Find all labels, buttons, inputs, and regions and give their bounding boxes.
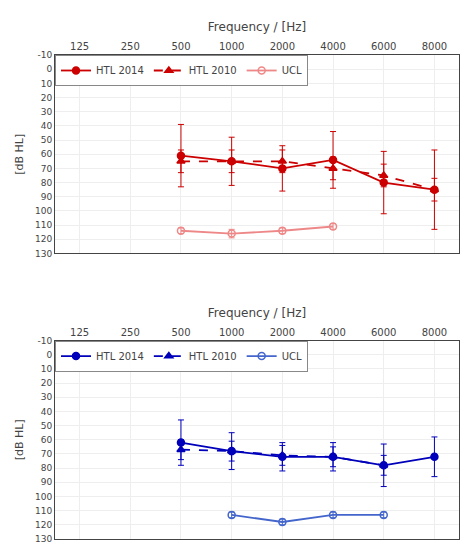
svg-text:UCL: UCL xyxy=(282,65,302,76)
svg-text:40: 40 xyxy=(41,121,53,131)
svg-text:6000: 6000 xyxy=(371,327,396,338)
svg-text:6000: 6000 xyxy=(371,41,396,52)
svg-text:10: 10 xyxy=(41,364,53,374)
svg-text:90: 90 xyxy=(41,192,53,202)
svg-text:0: 0 xyxy=(46,350,52,360)
svg-text:500: 500 xyxy=(171,41,190,52)
svg-text:80: 80 xyxy=(41,463,53,473)
svg-text:10: 10 xyxy=(41,79,53,89)
svg-text:50: 50 xyxy=(41,135,53,145)
svg-text:Frequency / [Hz]: Frequency / [Hz] xyxy=(208,306,306,320)
svg-text:100: 100 xyxy=(35,206,52,216)
svg-text:8000: 8000 xyxy=(422,327,447,338)
svg-text:1000: 1000 xyxy=(219,41,244,52)
svg-text:HTL 2010: HTL 2010 xyxy=(189,65,237,76)
svg-text:20: 20 xyxy=(41,378,53,388)
svg-text:250: 250 xyxy=(121,41,140,52)
svg-text:30: 30 xyxy=(41,107,53,117)
svg-text:110: 110 xyxy=(35,220,52,230)
svg-text:100: 100 xyxy=(35,492,52,502)
svg-text:70: 70 xyxy=(41,164,53,174)
svg-text:-10: -10 xyxy=(37,336,52,346)
svg-text:60: 60 xyxy=(41,435,53,445)
svg-text:2000: 2000 xyxy=(270,41,295,52)
svg-text:130: 130 xyxy=(35,249,52,259)
svg-text:[dB HL]: [dB HL] xyxy=(13,419,26,460)
svg-text:60: 60 xyxy=(41,149,53,159)
svg-text:125: 125 xyxy=(70,41,89,52)
svg-text:Frequency / [Hz]: Frequency / [Hz] xyxy=(208,20,306,34)
svg-text:500: 500 xyxy=(171,327,190,338)
svg-text:250: 250 xyxy=(121,327,140,338)
svg-text:8000: 8000 xyxy=(422,41,447,52)
svg-text:1000: 1000 xyxy=(219,327,244,338)
svg-text:110: 110 xyxy=(35,506,52,516)
svg-text:120: 120 xyxy=(35,520,52,530)
svg-text:HTL 2010: HTL 2010 xyxy=(189,351,237,362)
svg-text:4000: 4000 xyxy=(320,41,345,52)
svg-text:40: 40 xyxy=(41,407,53,417)
svg-text:UCL: UCL xyxy=(282,351,302,362)
svg-text:2000: 2000 xyxy=(270,327,295,338)
svg-text:HTL 2014: HTL 2014 xyxy=(96,65,144,76)
svg-text:HTL 2014: HTL 2014 xyxy=(96,351,144,362)
svg-text:-10: -10 xyxy=(37,50,52,60)
svg-text:[dB HL]: [dB HL] xyxy=(13,134,26,175)
svg-text:80: 80 xyxy=(41,178,53,188)
svg-text:20: 20 xyxy=(41,93,53,103)
svg-text:30: 30 xyxy=(41,392,53,402)
svg-text:125: 125 xyxy=(70,327,89,338)
svg-text:130: 130 xyxy=(35,534,52,544)
svg-text:90: 90 xyxy=(41,477,53,487)
svg-text:4000: 4000 xyxy=(320,327,345,338)
svg-text:50: 50 xyxy=(41,421,53,431)
svg-text:70: 70 xyxy=(41,449,53,459)
svg-text:120: 120 xyxy=(35,234,52,244)
svg-text:0: 0 xyxy=(46,64,52,74)
